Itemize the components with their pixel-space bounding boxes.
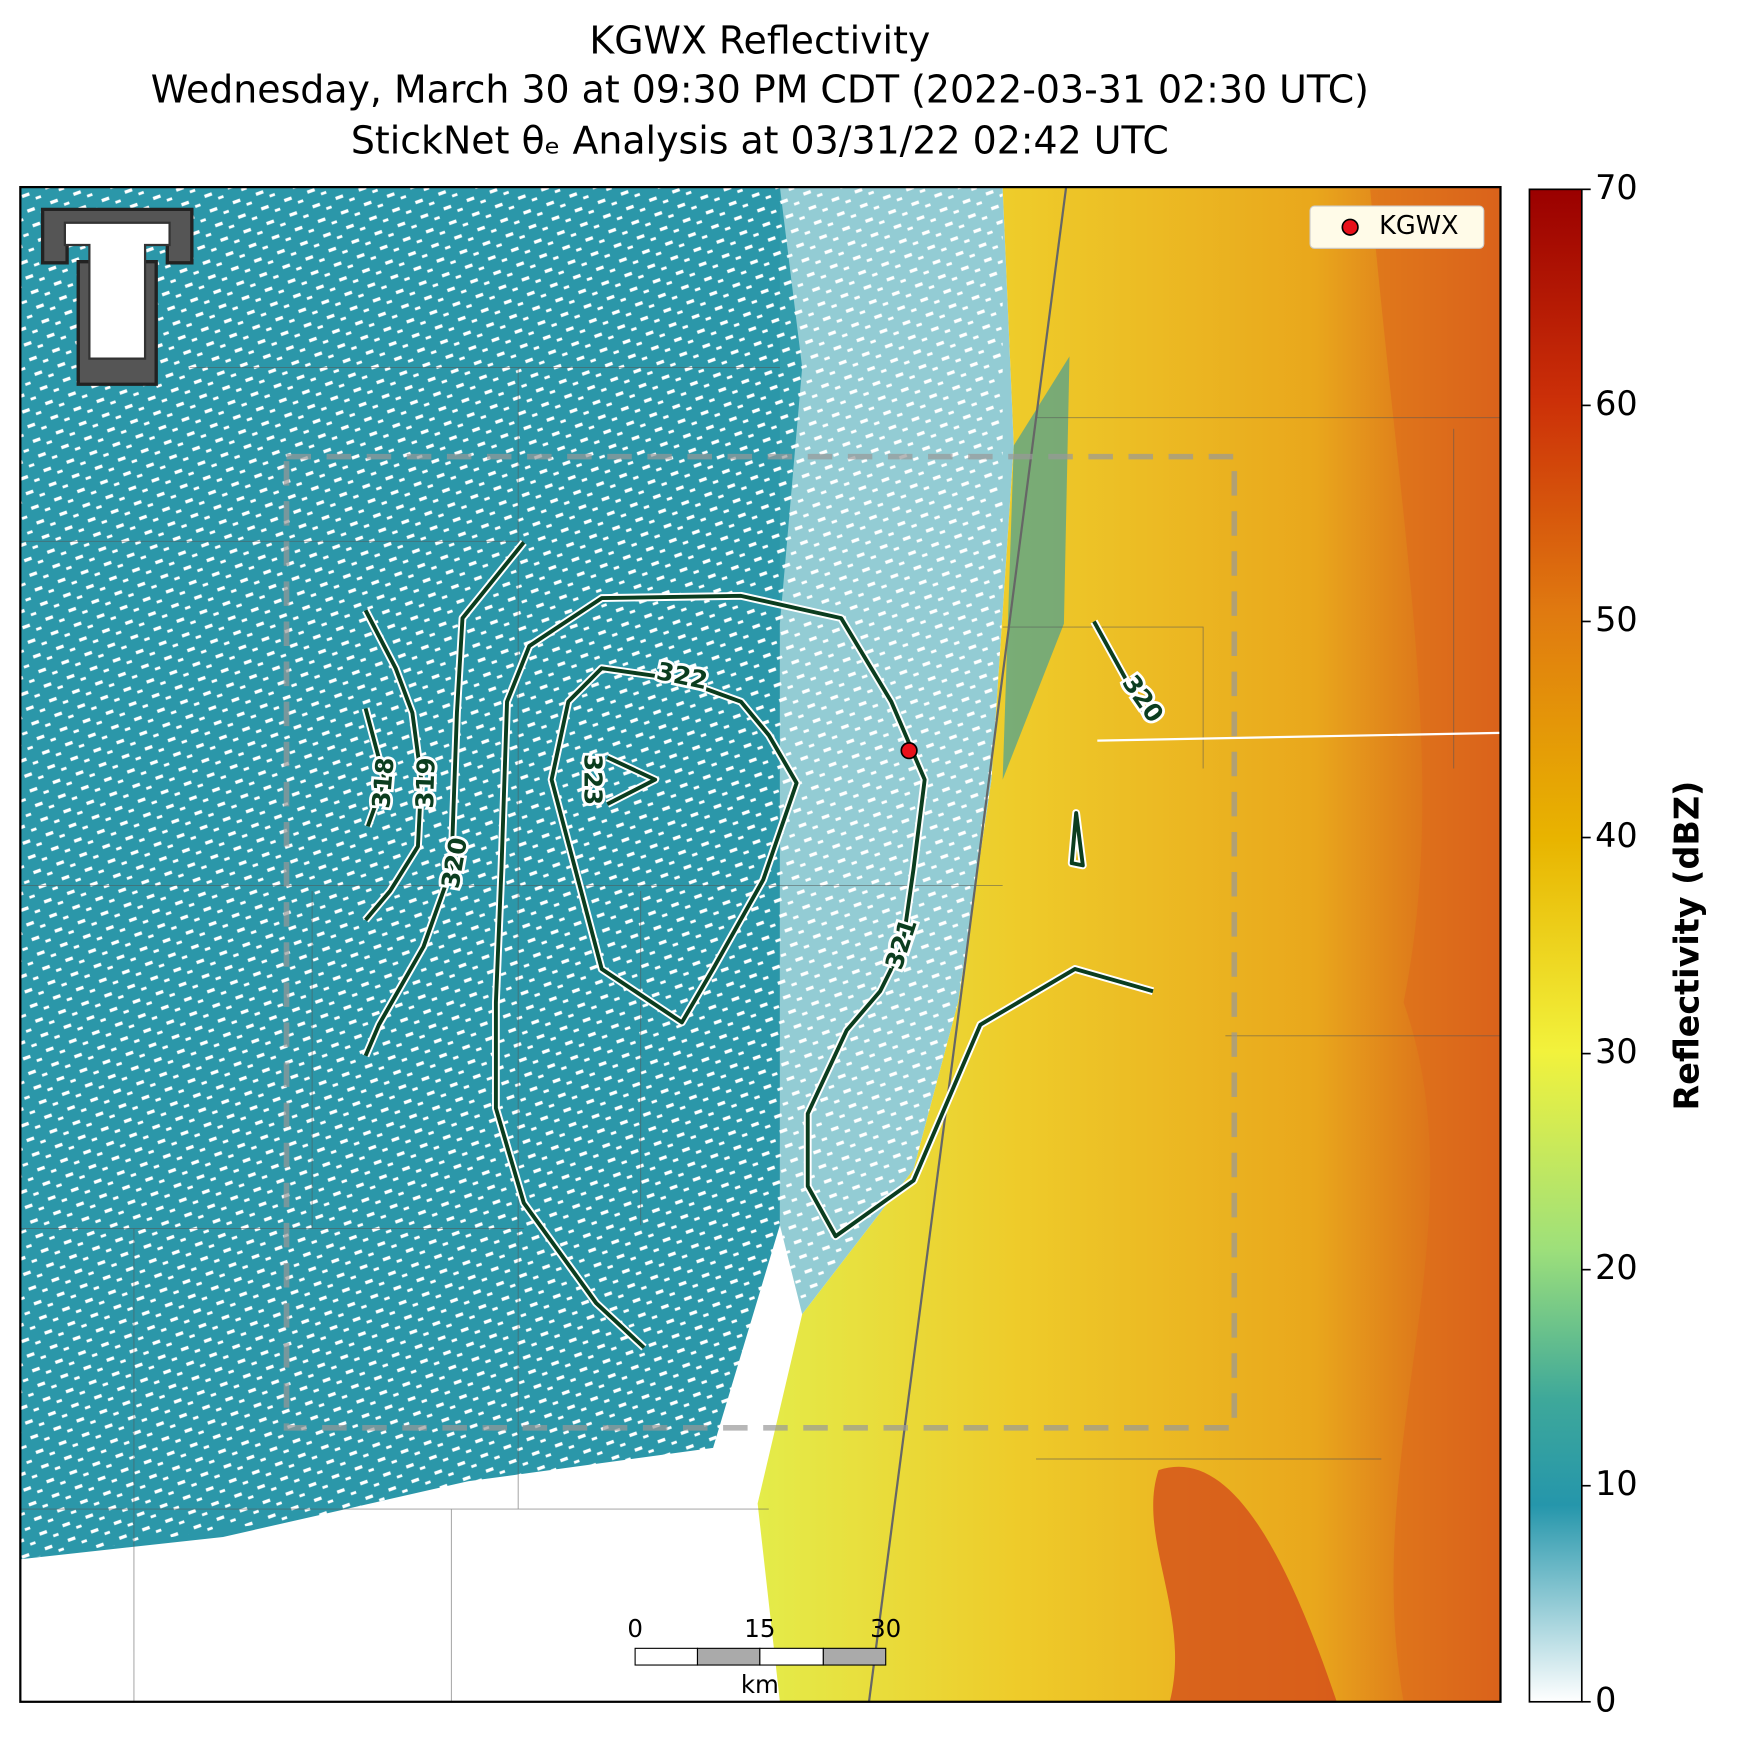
legend-label: KGWX: [1379, 211, 1459, 241]
analysis-line: StickNet θₑ Analysis at 03/31/22 02:42 U…: [351, 119, 1169, 163]
colorbar-tick-label: 50: [1595, 600, 1638, 639]
colorbar-tick-label: 60: [1595, 384, 1638, 423]
legend-marker: [1341, 218, 1359, 236]
scale-tick: 30: [870, 1614, 901, 1643]
colorbar-tick-label: 10: [1595, 1464, 1638, 1503]
colorbar-label: Reflectivity (dBZ): [1668, 781, 1707, 1111]
colorbar-tick-label: 0: [1595, 1680, 1616, 1719]
scale-unit: km: [741, 1670, 779, 1699]
colorbar: [1528, 188, 1583, 1703]
contour-label: 320: [436, 835, 473, 890]
scale-tick: 0: [627, 1614, 643, 1643]
colorbar-ticks: 0 10 20 30 40 50 60 70: [1581, 168, 1638, 1719]
colorbar-tick-label: 70: [1595, 168, 1638, 207]
logo: [40, 207, 194, 386]
colorbar-tick-label: 20: [1595, 1248, 1638, 1287]
scale-bar: [634, 1647, 887, 1666]
contour-label: 319: [410, 757, 441, 809]
map-frame: [19, 185, 1502, 1703]
legend: [1309, 205, 1485, 249]
map: 318 319 320 323 322 321 320 KGWX 0 15 30…: [20, 187, 1501, 1702]
subtitle: Wednesday, March 30 at 09:30 PM CDT (202…: [151, 67, 1369, 111]
contour-label: 323: [579, 754, 608, 805]
contour-label: 318: [366, 756, 399, 809]
radar-site: [900, 742, 918, 760]
colorbar-tick-label: 40: [1595, 816, 1638, 855]
colorbar-tick-label: 30: [1595, 1032, 1638, 1071]
scale-tick: 15: [744, 1614, 775, 1643]
title: KGWX Reflectivity: [589, 18, 930, 62]
contours: [361, 539, 1155, 1351]
